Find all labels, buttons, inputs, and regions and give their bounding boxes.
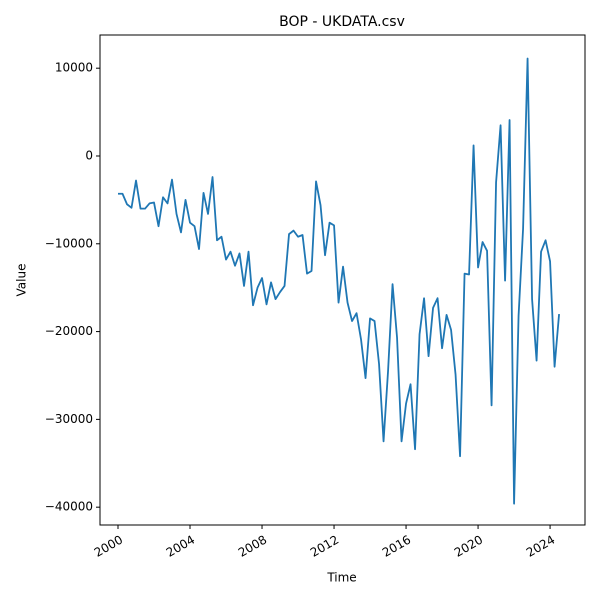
x-tick-label: 2020 <box>452 533 485 560</box>
plot-frame <box>99 34 586 526</box>
x-tick-label: 2012 <box>308 533 341 560</box>
data-line <box>118 57 560 505</box>
y-tick-label: −20000 <box>45 324 93 338</box>
y-axis-label: Value <box>15 264 29 297</box>
x-tick-label: 2008 <box>236 533 269 560</box>
y-tick-label: −10000 <box>45 236 93 250</box>
x-tick-label: 2000 <box>92 533 125 560</box>
chart-title: BOP - UKDATA.csv <box>279 14 405 30</box>
y-tick-label: 10000 <box>55 61 93 75</box>
x-tick-label: 2004 <box>164 533 197 560</box>
x-tick-label: 2024 <box>524 533 557 560</box>
y-tick-label: −30000 <box>45 412 93 426</box>
y-tick-label: 0 <box>85 148 93 162</box>
x-axis-label: Time <box>326 571 356 585</box>
x-tick-label: 2016 <box>380 533 413 560</box>
y-tick-label: −40000 <box>45 500 93 514</box>
